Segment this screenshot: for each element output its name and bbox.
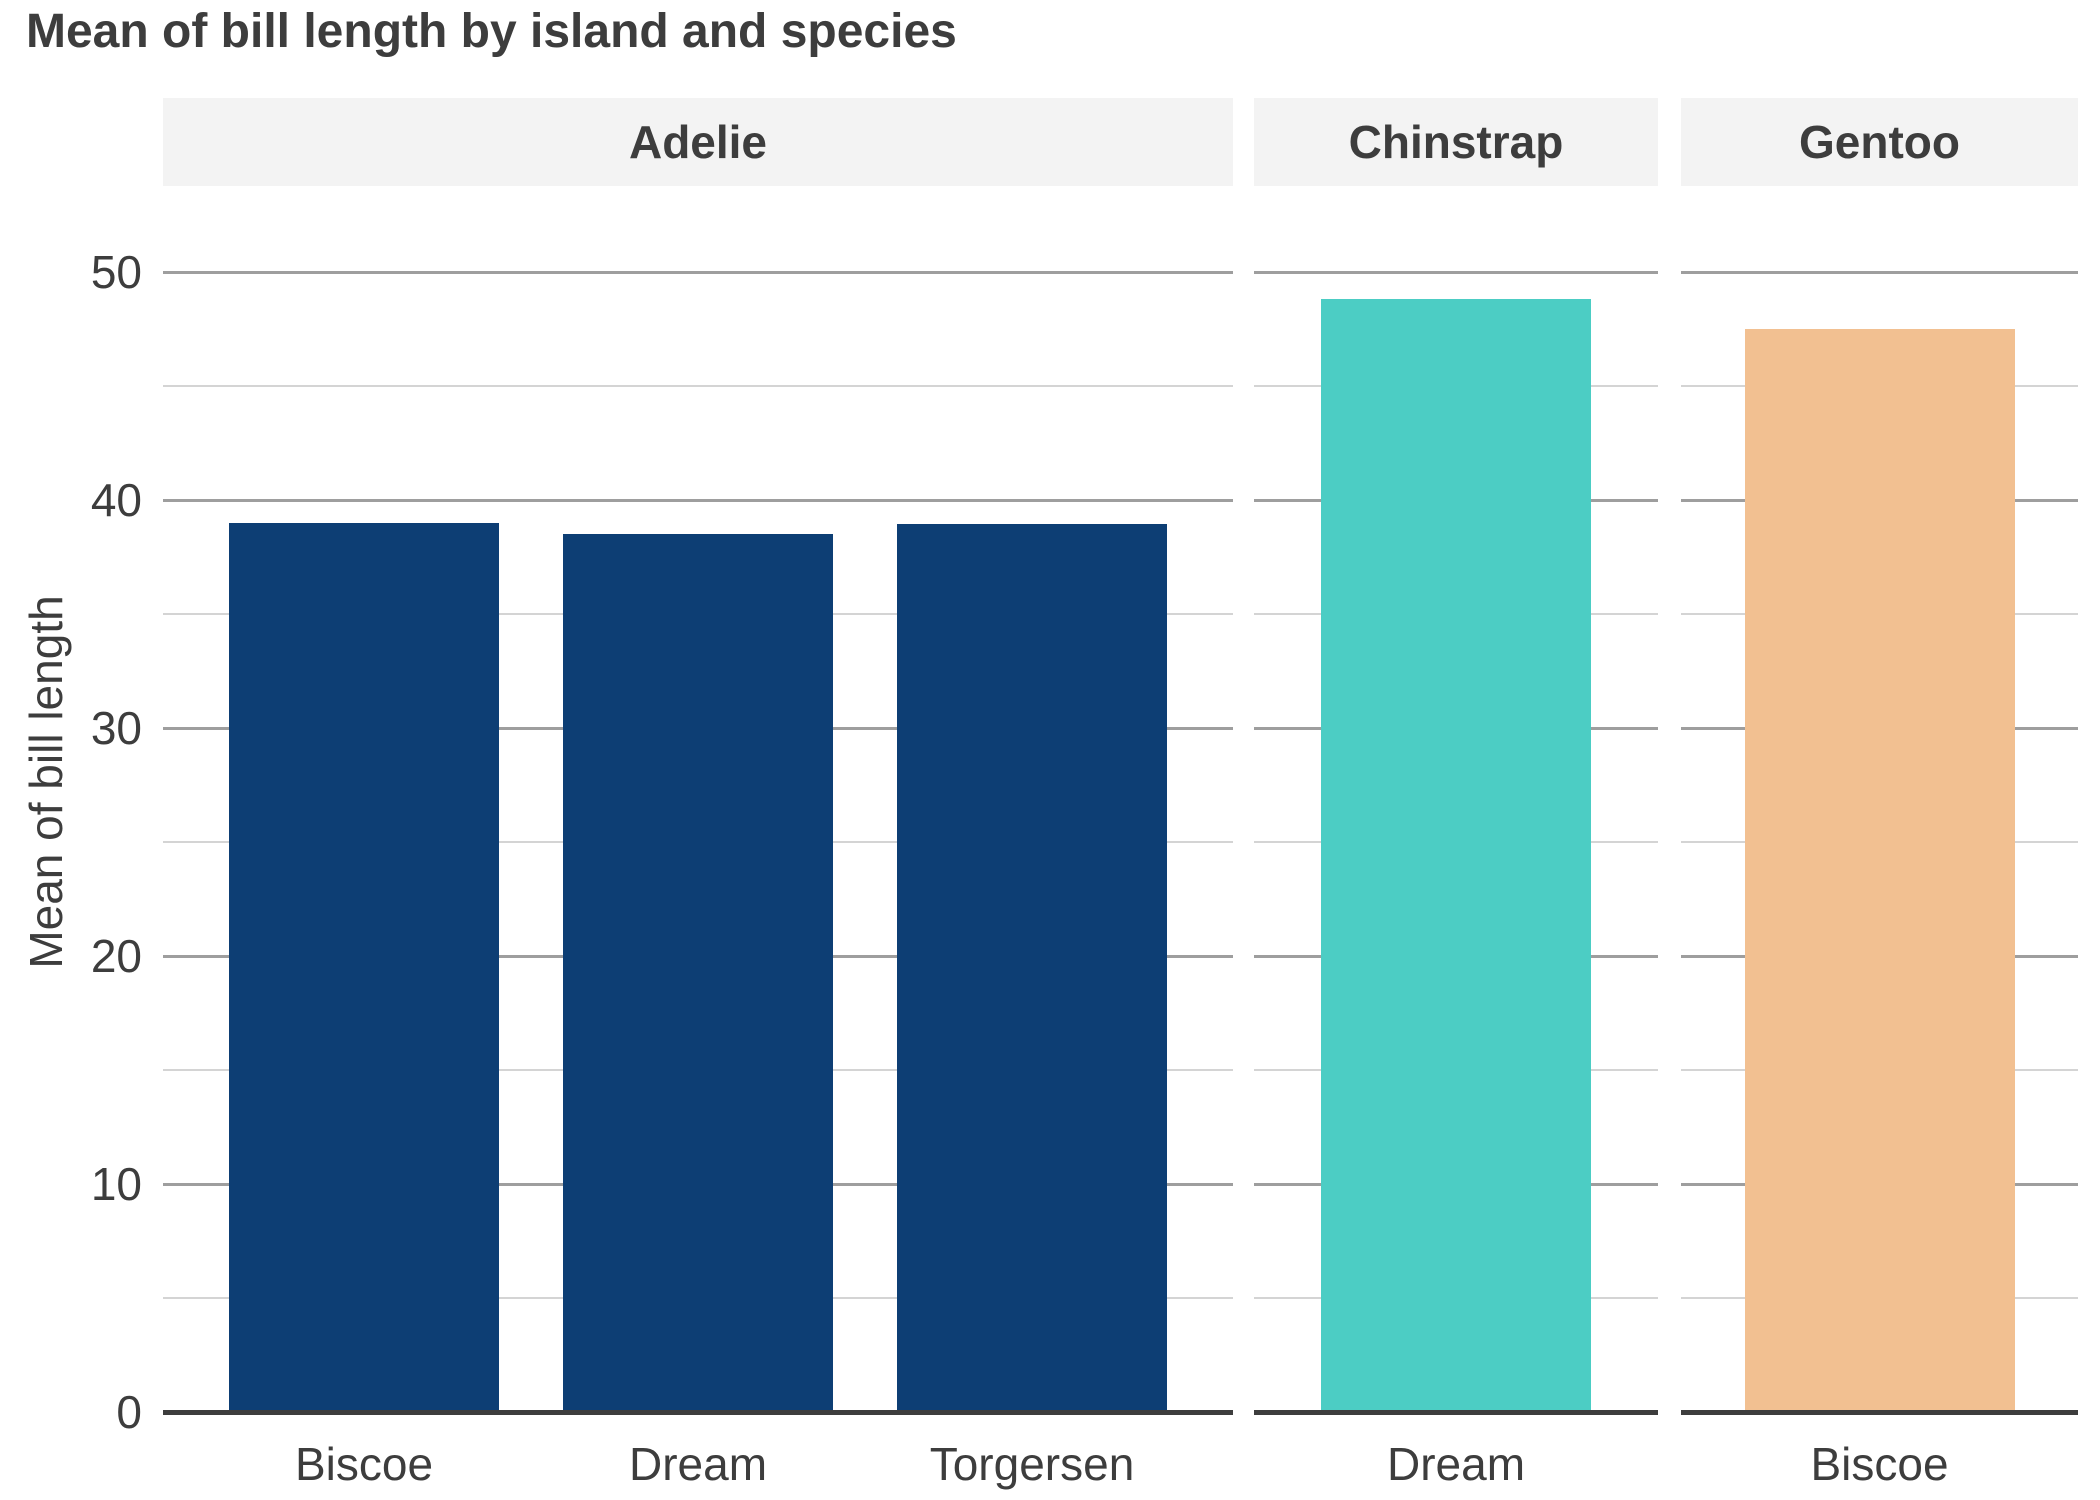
y-tick-label: 30 xyxy=(90,702,142,754)
y-tick-label: 0 xyxy=(116,1386,142,1438)
x-tick-label: Dream xyxy=(628,1438,768,1490)
gridline-minor xyxy=(163,385,1233,387)
y-tick-label: 50 xyxy=(90,246,142,298)
y-tick-label: 40 xyxy=(90,474,142,526)
x-axis-line xyxy=(1681,1410,2078,1415)
x-tick-label: Dream xyxy=(1386,1438,1526,1490)
facet-strip-label: Chinstrap xyxy=(1348,116,1564,168)
bar xyxy=(229,523,499,1412)
gridline-major xyxy=(163,271,1233,274)
x-axis-line xyxy=(163,1410,1233,1415)
facet-strip-label: Adelie xyxy=(628,116,768,168)
chart-title: Mean of bill length by island and specie… xyxy=(26,5,957,58)
gridline-major xyxy=(1681,271,2078,274)
bar xyxy=(1321,298,1591,1412)
bar xyxy=(897,523,1167,1412)
facet-strip: Chinstrap xyxy=(1254,98,1658,186)
y-tick-label: 10 xyxy=(90,1158,142,1210)
x-tick-label: Biscoe xyxy=(294,1438,434,1490)
bar xyxy=(1744,329,2015,1412)
bar xyxy=(563,534,833,1412)
x-tick-label: Biscoe xyxy=(1810,1438,1949,1490)
gridline-major xyxy=(163,499,1233,502)
facet-strip-label: Gentoo xyxy=(1799,116,1960,168)
x-tick-label: Torgersen xyxy=(929,1438,1135,1490)
facet-strip: Gentoo xyxy=(1681,98,2078,186)
y-axis-title: Mean of bill length xyxy=(20,595,72,969)
gridline-major xyxy=(1254,271,1658,274)
facet-strip: Adelie xyxy=(163,98,1233,186)
y-tick-label: 20 xyxy=(90,930,142,982)
x-axis-line xyxy=(1254,1410,1658,1415)
